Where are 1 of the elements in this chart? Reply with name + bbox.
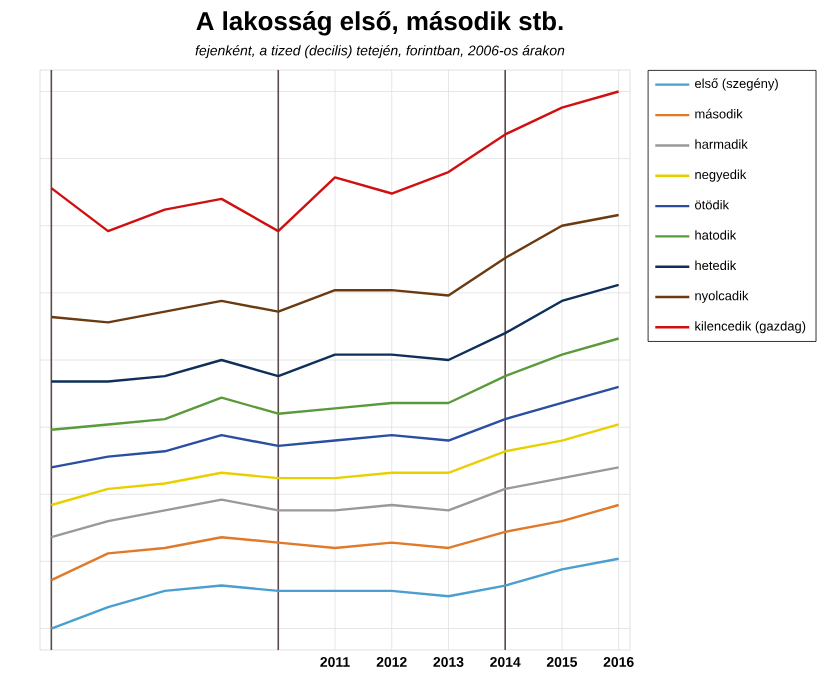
chart-title: A lakosság első, második stb.	[196, 11, 563, 36]
